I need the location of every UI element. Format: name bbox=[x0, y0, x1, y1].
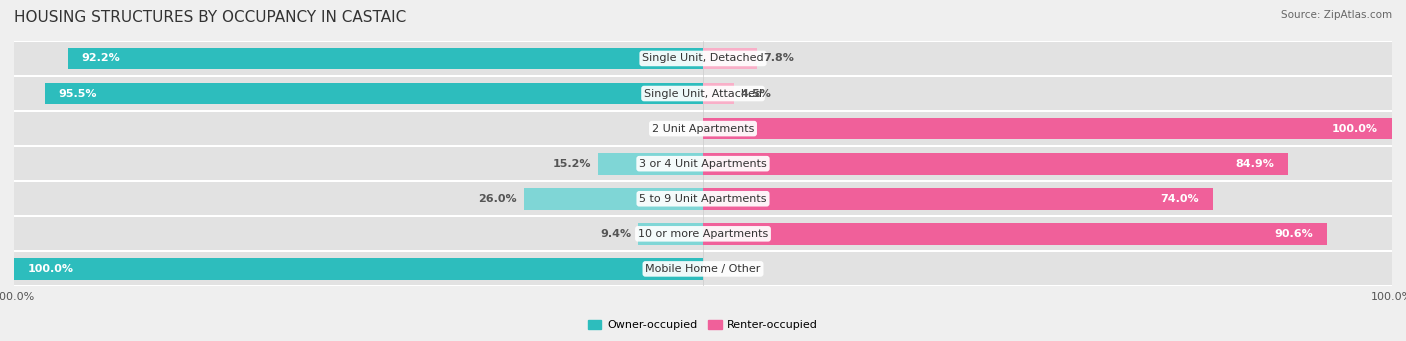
Bar bbox=[14, 182, 1392, 215]
Text: 3 or 4 Unit Apartments: 3 or 4 Unit Apartments bbox=[640, 159, 766, 169]
Bar bbox=[14, 258, 703, 280]
Bar bbox=[14, 112, 1392, 145]
Bar bbox=[14, 217, 1392, 250]
Text: 4.5%: 4.5% bbox=[741, 89, 772, 99]
Bar bbox=[45, 83, 703, 104]
Bar bbox=[638, 223, 703, 245]
Text: Single Unit, Attached: Single Unit, Attached bbox=[644, 89, 762, 99]
Text: 2 Unit Apartments: 2 Unit Apartments bbox=[652, 123, 754, 134]
Text: Mobile Home / Other: Mobile Home / Other bbox=[645, 264, 761, 274]
Text: 95.5%: 95.5% bbox=[59, 89, 97, 99]
Text: 84.9%: 84.9% bbox=[1236, 159, 1274, 169]
Text: 7.8%: 7.8% bbox=[763, 54, 794, 63]
Bar bbox=[14, 77, 1392, 110]
Bar bbox=[703, 153, 1288, 175]
Text: 15.2%: 15.2% bbox=[553, 159, 592, 169]
Text: 100.0%: 100.0% bbox=[28, 264, 75, 274]
Bar bbox=[703, 188, 1213, 210]
Bar bbox=[703, 223, 1327, 245]
Text: 92.2%: 92.2% bbox=[82, 54, 121, 63]
Text: 74.0%: 74.0% bbox=[1160, 194, 1199, 204]
Text: 26.0%: 26.0% bbox=[478, 194, 517, 204]
Bar bbox=[703, 83, 734, 104]
Bar bbox=[67, 48, 703, 69]
Text: HOUSING STRUCTURES BY OCCUPANCY IN CASTAIC: HOUSING STRUCTURES BY OCCUPANCY IN CASTA… bbox=[14, 10, 406, 25]
Text: 10 or more Apartments: 10 or more Apartments bbox=[638, 229, 768, 239]
Text: 90.6%: 90.6% bbox=[1275, 229, 1313, 239]
Text: 100.0%: 100.0% bbox=[1331, 123, 1378, 134]
Text: Source: ZipAtlas.com: Source: ZipAtlas.com bbox=[1281, 10, 1392, 20]
Bar bbox=[524, 188, 703, 210]
Text: 9.4%: 9.4% bbox=[600, 229, 631, 239]
Bar bbox=[703, 48, 756, 69]
Bar bbox=[14, 42, 1392, 75]
Bar bbox=[599, 153, 703, 175]
Legend: Owner-occupied, Renter-occupied: Owner-occupied, Renter-occupied bbox=[583, 315, 823, 335]
Text: Single Unit, Detached: Single Unit, Detached bbox=[643, 54, 763, 63]
Bar bbox=[703, 118, 1392, 139]
Bar bbox=[14, 147, 1392, 180]
Bar bbox=[14, 252, 1392, 285]
Text: 5 to 9 Unit Apartments: 5 to 9 Unit Apartments bbox=[640, 194, 766, 204]
